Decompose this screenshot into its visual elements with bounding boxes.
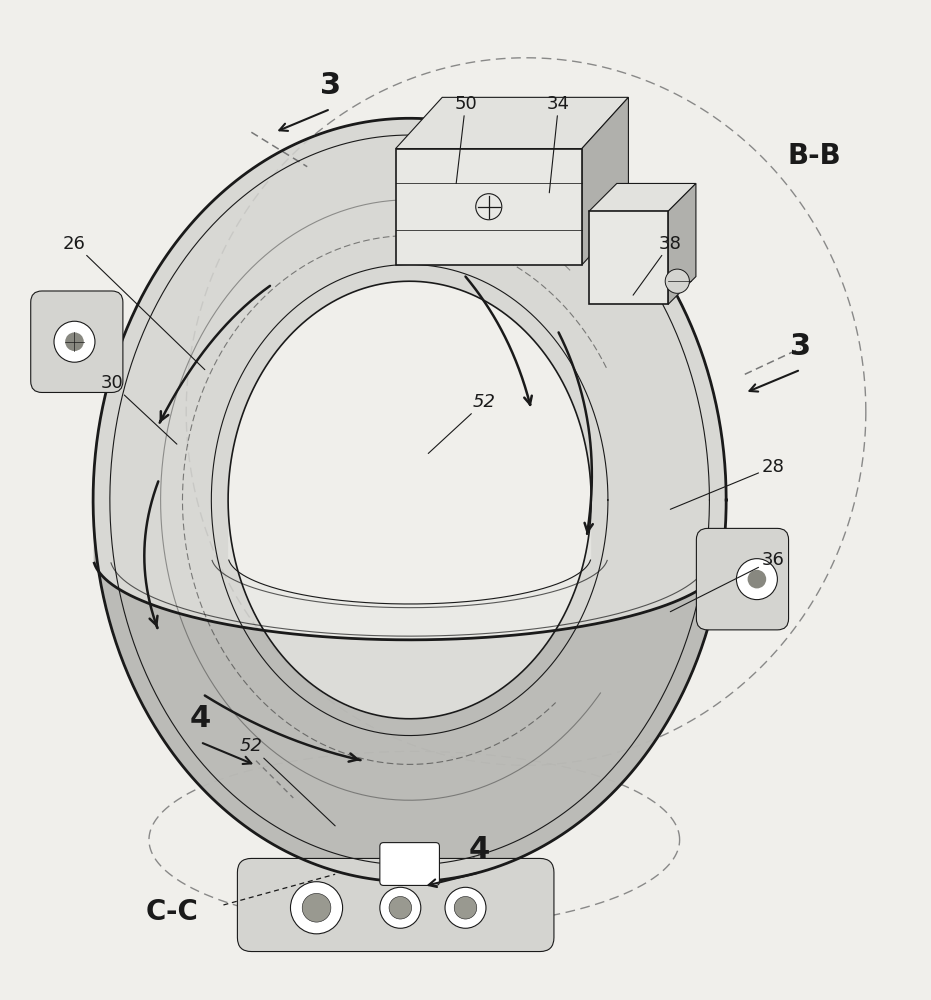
- Text: 34: 34: [547, 95, 570, 193]
- FancyBboxPatch shape: [380, 843, 439, 885]
- Polygon shape: [396, 97, 628, 149]
- Text: 38: 38: [633, 235, 681, 295]
- Polygon shape: [668, 183, 695, 304]
- Text: 4: 4: [469, 835, 490, 864]
- Text: 36: 36: [670, 551, 784, 612]
- Circle shape: [290, 882, 343, 934]
- Polygon shape: [589, 211, 668, 304]
- Text: 3: 3: [790, 332, 811, 361]
- Text: 50: 50: [454, 95, 477, 183]
- Polygon shape: [589, 183, 695, 211]
- Text: 28: 28: [670, 458, 784, 509]
- Text: 52: 52: [240, 737, 335, 826]
- Polygon shape: [582, 97, 628, 265]
- Text: C-C: C-C: [146, 898, 198, 926]
- Text: 26: 26: [63, 235, 205, 370]
- Polygon shape: [93, 118, 726, 882]
- Polygon shape: [228, 281, 591, 719]
- Polygon shape: [396, 149, 582, 265]
- Circle shape: [736, 559, 777, 600]
- Polygon shape: [94, 533, 725, 882]
- Circle shape: [303, 893, 331, 922]
- Text: B-B: B-B: [788, 142, 842, 170]
- Text: 52: 52: [428, 393, 495, 453]
- FancyBboxPatch shape: [31, 291, 123, 392]
- Text: 4: 4: [190, 704, 210, 733]
- Circle shape: [380, 887, 421, 928]
- FancyBboxPatch shape: [237, 858, 554, 952]
- FancyBboxPatch shape: [696, 528, 789, 630]
- Circle shape: [445, 887, 486, 928]
- Circle shape: [454, 897, 477, 919]
- Polygon shape: [229, 519, 590, 719]
- Circle shape: [389, 897, 412, 919]
- Circle shape: [665, 269, 689, 293]
- Circle shape: [748, 570, 766, 588]
- Circle shape: [65, 332, 84, 351]
- Text: 30: 30: [101, 374, 177, 444]
- Circle shape: [54, 321, 95, 362]
- Text: 3: 3: [320, 71, 341, 100]
